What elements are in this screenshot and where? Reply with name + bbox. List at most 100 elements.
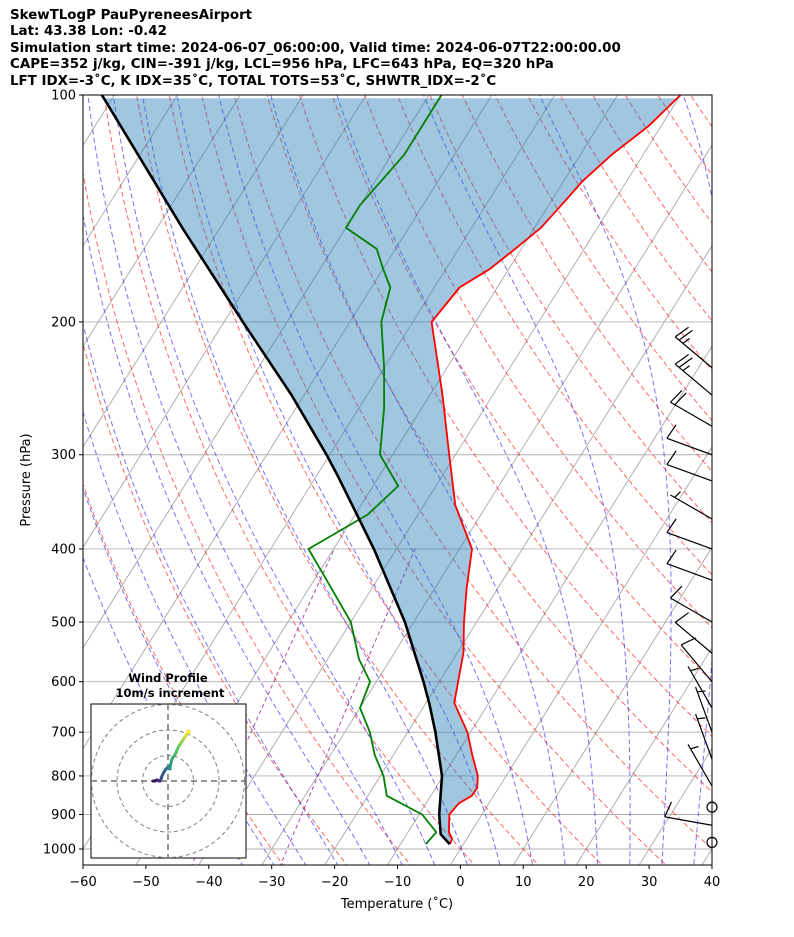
isotherm-line [83,95,304,448]
isotherm-line [701,848,712,865]
dry-adiabat [731,61,794,881]
x-tick-label: −60 [69,875,96,890]
barb-half-flag [697,717,706,720]
hodograph-subtitle: 10m/s increment [116,686,225,700]
isotherm-line [198,95,682,865]
barb-staff [674,363,713,396]
moist-adiabat [87,95,403,865]
parcel-line [100,95,451,845]
dry-adiabat [168,95,603,865]
x-tick-label: 40 [704,875,721,890]
barb-flag [666,518,677,533]
barb-flag [680,637,697,646]
barb-staff [687,744,713,787]
y-tick-label: 200 [51,315,76,330]
barb-flag [664,801,672,818]
x-tick-label: −10 [384,875,411,890]
barb-staff [687,666,713,709]
barb-half-flag [697,690,706,693]
barb-flag [678,357,693,368]
barb-staff [666,531,713,550]
wind-barb [666,450,713,482]
dry-adiabat [135,95,539,865]
wind-barb [666,549,713,581]
y-tick-label: 400 [51,542,76,557]
barb-flag [666,424,677,439]
time-text: Simulation start time: 2024-06-07_06:00:… [10,40,621,56]
temperature-line [430,95,682,845]
wind-barb [687,666,713,709]
barb-staff [666,463,713,482]
y-tick-label: 500 [51,616,76,631]
barb-flag [674,612,689,623]
wind-barb [674,612,713,654]
dry-adiabat [201,95,667,865]
dewpoint-line [307,95,443,845]
mixing-ratio-line [280,548,416,865]
dry-adiabat [657,95,712,176]
barb-staff [695,713,713,760]
isotherm-line [83,95,367,549]
y-axis-label: Pressure (hPa) [19,433,34,526]
x-tick-label: −30 [258,875,285,890]
isotherm-line [83,95,241,348]
isotherm-line [83,95,493,750]
barb-flag [678,329,693,341]
y-tick-label: 300 [51,448,76,463]
chart-header: SkewTLogP PauPyreneesAirport Lat: 43.38 … [10,8,621,90]
barb-half-flag [690,745,699,750]
barb-flag [669,389,683,403]
x-tick-label: −40 [195,875,222,890]
dry-adiabat [83,169,412,865]
moist-adiabat [83,322,339,865]
moist-adiabat [83,410,307,865]
hodograph-segment [186,729,191,734]
isotherm-line [261,144,712,865]
wind-barb [695,713,713,760]
indices-text-2: LFT IDX=-3˚C, K IDX=35˚C, TOTAL TOTS=53˚… [10,73,497,89]
wind-barb [674,326,713,369]
barb-flag [666,450,677,465]
dry-adiabat [624,95,712,224]
barb-flag [666,549,677,565]
barb-staff [670,401,713,427]
hodograph-title: Wind Profile [128,671,208,685]
barb-staff [680,644,713,683]
y-tick-label: 1000 [43,843,76,858]
dry-adiabat [689,95,712,128]
location-text: Lat: 43.38 Lon: -0.42 [10,24,167,40]
x-tick-label: 10 [515,875,532,890]
axis-ticks: −60 −50 −40 −30 −20 −10 0 10 20 30 40 100 200 300 400 5… [43,89,720,891]
moist-adiabat [682,95,712,865]
dry-adiabat [494,95,712,422]
y-tick-label: 800 [51,769,76,784]
dry-adiabat [83,482,284,865]
indices-text: CAPE=352 j/kg, CIN=-391 j/kg, LCL=956 hP… [10,57,554,73]
barb-half-flag [682,337,690,344]
moist-adiabat [112,95,436,865]
moist-adiabat [83,212,371,865]
x-tick-label: −50 [132,875,159,890]
barb-staff [666,437,713,456]
dry-adiabat [298,95,712,737]
isotherm-line [386,345,712,865]
moist-adiabat [538,95,672,865]
dry-adiabat [266,95,712,793]
barb-staff [664,816,713,826]
wind-barb [674,354,713,396]
barb-staff [666,563,713,581]
chart-title: SkewTLogP PauPyreneesAirport [10,8,253,23]
moist-adiabat [176,95,501,865]
wind-barb [687,744,713,787]
barb-staff [674,621,713,654]
wind-barb [669,585,713,623]
y-tick-label: 900 [51,808,76,823]
wind-barb [664,801,713,826]
y-tick-label: 600 [51,675,76,690]
isotherm-line [324,244,712,865]
x-tick-label: −20 [321,875,348,890]
isotherm-line [575,647,712,865]
isotherm-line [0,60,73,880]
barb-staff [695,686,713,733]
dry-adiabat [429,95,712,524]
